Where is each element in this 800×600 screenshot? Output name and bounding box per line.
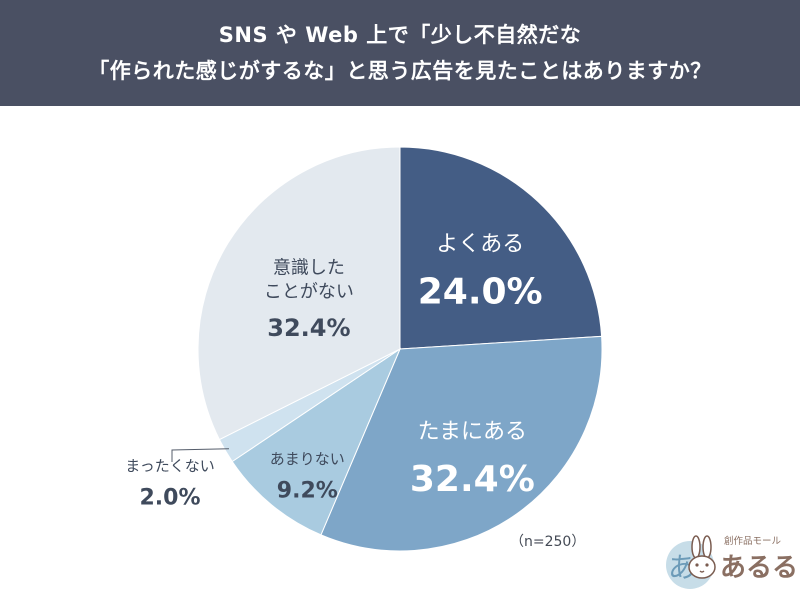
slice-label-never: まったくない — [125, 457, 214, 475]
chart-header: SNS や Web 上で「少し不自然だな 「作られた感じがするな」と思う広告を見… — [0, 0, 800, 106]
pie-slice-not-noticed — [197, 146, 401, 441]
slice-value-never: 2.0% — [139, 485, 200, 510]
leader-line-group — [171, 448, 229, 462]
slice-label-often: よくある — [436, 232, 524, 257]
brand-logo: あ 創作品モール あるる — [662, 527, 798, 593]
chart-title-line-1: SNS や Web 上で「少し不自然だな — [218, 23, 582, 47]
slice-value-rarely: 9.2% — [277, 479, 338, 504]
slice-label-not-noticed-line-1: 意識した — [273, 257, 345, 278]
slice-label-rarely: あまりない — [270, 450, 345, 468]
pie-slice-often — [399, 146, 603, 350]
slice-value-sometimes: 32.4% — [410, 459, 535, 500]
leader-line-never — [171, 448, 229, 462]
chart-title-line-2: 「作られた感じがするな」と思う広告を見たことはありますか？ — [88, 59, 712, 83]
brand-tagline: 創作品モール — [724, 536, 782, 547]
pie-slice-rarely — [231, 347, 402, 536]
brand-name: あるる — [720, 553, 799, 583]
pie-slices — [197, 146, 603, 552]
sample-size-note: （n=250） — [510, 534, 586, 550]
slice-label-not-noticed-line-2: ことがない — [264, 282, 354, 303]
pie-slice-sometimes — [320, 335, 603, 552]
rabbit-mascot-icon: あ — [666, 535, 716, 589]
slice-value-not-noticed: 32.4% — [267, 314, 350, 342]
slice-label-sometimes: たまにある — [418, 420, 527, 445]
slice-value-often: 24.0% — [418, 272, 543, 313]
pie-labels: よくある 24.0% たまにある 32.4% あまりない 9.2% まったくない 2.0% 意識… — [125, 232, 542, 511]
